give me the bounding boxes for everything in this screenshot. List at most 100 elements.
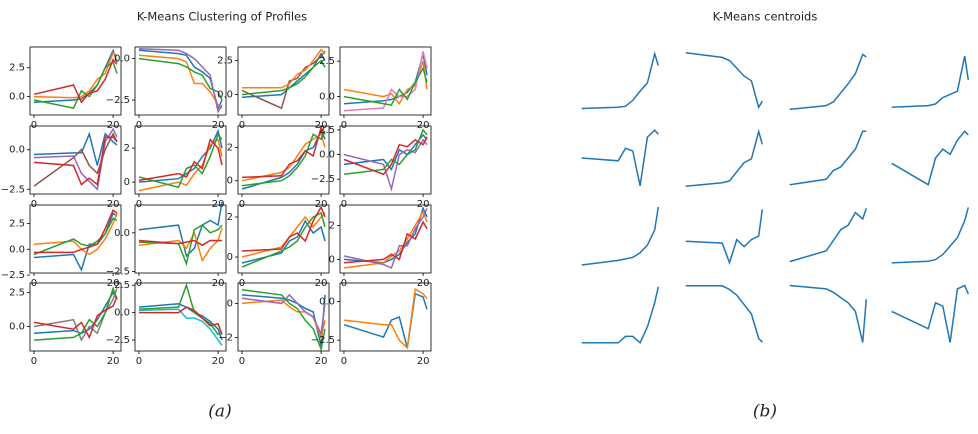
axes-frame [134, 46, 227, 116]
data-line [891, 284, 969, 343]
data-line [581, 206, 660, 266]
axes-frame [134, 282, 227, 352]
y-tick-label: 2 [329, 220, 335, 231]
axes-frame [29, 204, 122, 274]
x-tick-label: 20 [417, 199, 430, 210]
data-line [343, 136, 428, 176]
y-tick-label: −2.5 [1, 184, 25, 195]
y-tick-label: 2.5 [217, 56, 233, 67]
y-tick-label: 2.5 [9, 219, 25, 230]
y-tick-label: 0.0 [9, 92, 25, 103]
data-line [343, 51, 428, 112]
y-tick-label: 0 [227, 176, 233, 187]
data-line [581, 286, 660, 345]
axes-frame [339, 204, 432, 274]
x-tick-label: 0 [341, 278, 347, 289]
data-line [33, 48, 118, 104]
x-tick-label: 20 [107, 199, 120, 210]
y-tick-label: 2.5 [319, 125, 335, 136]
axes-frame [339, 282, 432, 352]
x-tick-label: 0 [136, 278, 142, 289]
y-tick-label: 2 [227, 212, 233, 223]
x-tick-label: 20 [417, 120, 430, 131]
data-line [138, 54, 223, 109]
data-line [33, 58, 118, 104]
axes-frame [237, 125, 330, 195]
data-line [241, 289, 326, 353]
x-tick-label: 0 [341, 356, 347, 367]
x-tick-label: 20 [315, 199, 328, 210]
x-tick-label: 0 [239, 120, 245, 131]
data-line [241, 59, 326, 96]
y-tick-label: 0.0 [319, 92, 335, 103]
axes-frame [29, 46, 122, 116]
data-line [343, 220, 428, 264]
axes-frame [339, 46, 432, 116]
axes-frame [237, 282, 330, 352]
x-tick-label: 20 [107, 278, 120, 289]
data-line [581, 129, 659, 186]
data-line [343, 66, 428, 106]
data-line [891, 207, 970, 264]
y-tick-label: 0.0 [217, 90, 233, 101]
x-tick-label: 20 [417, 278, 430, 289]
data-line [891, 130, 969, 186]
data-line [789, 130, 867, 186]
data-line [685, 51, 763, 110]
data-line [33, 127, 118, 191]
data-line [789, 208, 868, 263]
panel-title: K-Means Clustering of Profiles [137, 10, 307, 24]
data-line [241, 50, 326, 110]
x-tick-label: 0 [239, 356, 245, 367]
y-tick-label: −2.5 [1, 270, 25, 281]
data-line [242, 48, 326, 89]
data-line [138, 138, 223, 182]
data-line [685, 128, 764, 188]
x-tick-label: 20 [107, 356, 120, 367]
x-tick-label: 20 [315, 356, 328, 367]
y-tick-label: 0.0 [9, 322, 25, 333]
y-tick-label: 2 [227, 143, 233, 154]
data-line [138, 224, 223, 267]
axes-frame [339, 125, 432, 195]
y-tick-label: −2.5 [106, 95, 130, 106]
data-line [33, 131, 118, 166]
data-line [343, 128, 428, 176]
data-line [343, 287, 428, 350]
data-line [789, 53, 867, 111]
data-line [138, 57, 223, 101]
x-tick-label: 20 [107, 120, 120, 131]
y-tick-label: 0.0 [319, 297, 335, 308]
y-tick-label: 0 [227, 252, 233, 263]
x-tick-label: 20 [212, 356, 225, 367]
x-tick-label: 20 [315, 120, 328, 131]
data-line [241, 130, 326, 187]
data-line [241, 212, 326, 258]
y-tick-label: 2.5 [9, 63, 25, 74]
data-line [789, 284, 868, 343]
data-line [138, 227, 223, 263]
axes-frame [29, 125, 122, 195]
data-line [138, 128, 223, 183]
axes-frame [29, 282, 122, 352]
y-tick-label: 0.0 [114, 54, 130, 65]
x-tick-label: 0 [239, 278, 245, 289]
data-line [138, 47, 223, 114]
data-line [343, 292, 428, 349]
x-tick-label: 0 [341, 120, 347, 131]
data-line [138, 282, 223, 336]
data-line [343, 206, 428, 264]
axes-frame [134, 125, 227, 195]
x-tick-label: 0 [31, 120, 37, 131]
y-tick-label: −2 [218, 332, 233, 343]
data-line [33, 136, 118, 186]
y-tick-label: −2.5 [106, 335, 130, 346]
caption: (a) [208, 402, 231, 422]
y-tick-label: −2.5 [106, 266, 130, 277]
data-line [138, 239, 222, 247]
data-line [138, 132, 223, 189]
x-tick-label: 0 [136, 120, 142, 131]
y-tick-label: 2.5 [114, 280, 130, 291]
x-tick-label: 20 [315, 278, 328, 289]
